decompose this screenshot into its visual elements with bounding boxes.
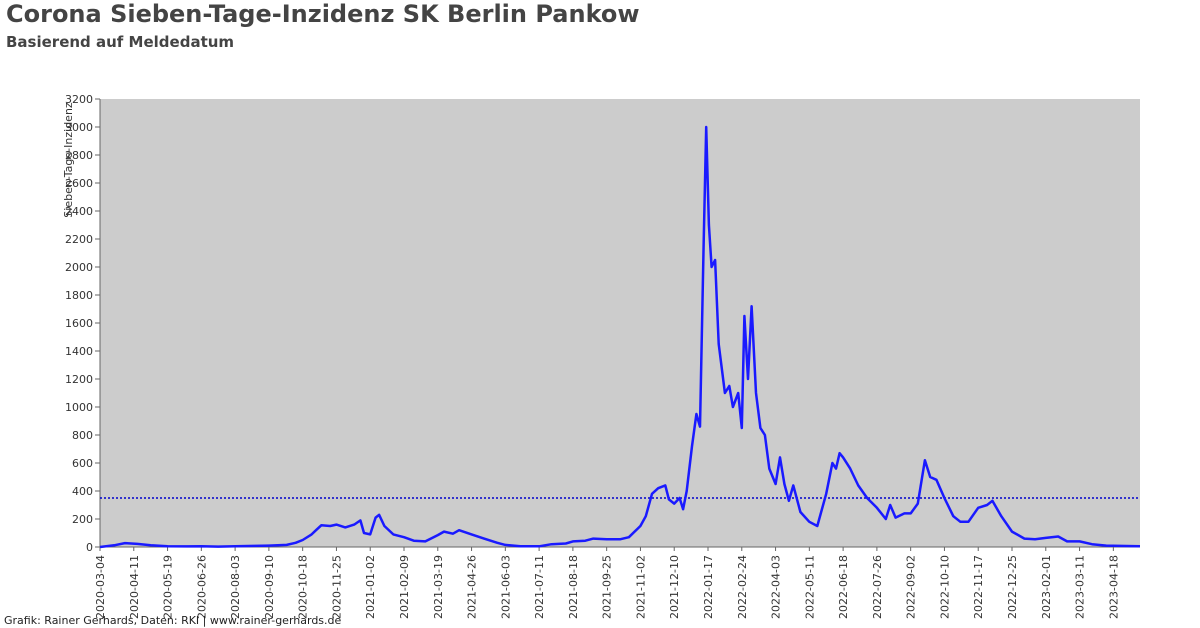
x-tick-label: 2022-05-11 [803, 555, 816, 619]
credit-footer: Grafik: Rainer Gerhards, Daten: RKI | ww… [4, 614, 342, 627]
x-tick-label: 2023-02-01 [1040, 555, 1053, 619]
x-tick-label: 2021-02-09 [398, 555, 411, 619]
x-tick-label: 2023-03-11 [1074, 555, 1087, 619]
x-tick-label: 2020-08-03 [229, 555, 242, 619]
y-axis: 0 200 400 600 800 1000 1200 1400 1600 1800 2000 220… [65, 93, 101, 554]
y-tick-label: 3000 [65, 121, 93, 134]
x-tick-label: 2022-09-02 [905, 555, 918, 619]
x-tick-label: 2021-06-03 [499, 555, 512, 619]
y-tick-label: 3200 [65, 93, 93, 106]
y-tick-label: 2800 [65, 149, 93, 162]
x-tick-label: 2022-04-03 [770, 555, 783, 619]
x-tick-label: 2020-10-18 [297, 555, 310, 619]
x-tick-label: 2021-07-11 [533, 555, 546, 619]
x-tick-label: 2021-08-18 [567, 555, 580, 619]
chart-title: Corona Sieben-Tage-Inzidenz SK Berlin Pa… [6, 0, 640, 28]
x-tick-label: 2021-09-25 [601, 555, 614, 619]
x-tick-label: 2021-12-10 [668, 555, 681, 619]
x-tick-label: 2021-04-26 [466, 555, 479, 619]
y-tick-label: 2200 [65, 233, 93, 246]
plot-area [100, 99, 1140, 547]
y-tick-label: 0 [86, 541, 93, 554]
x-tick-label: 2020-06-26 [195, 555, 208, 619]
x-tick-label: 2021-01-02 [364, 555, 377, 619]
x-tick-label: 2021-11-02 [634, 555, 647, 619]
y-tick-label: 1400 [65, 345, 93, 358]
y-tick-label: 200 [72, 513, 93, 526]
y-tick-label: 600 [72, 457, 93, 470]
x-tick-label: 2022-02-24 [736, 555, 749, 619]
x-tick-label: 2022-12-25 [1006, 555, 1019, 619]
y-tick-label: 1200 [65, 373, 93, 386]
x-tick-label: 2020-11-25 [330, 555, 343, 619]
y-tick-label: 2000 [65, 261, 93, 274]
y-tick-label: 800 [72, 429, 93, 442]
y-tick-label: 1000 [65, 401, 93, 414]
x-tick-label: 2021-03-19 [432, 555, 445, 619]
y-tick-label: 1800 [65, 289, 93, 302]
x-tick-label: 2022-11-17 [972, 555, 985, 619]
y-tick-label: 400 [72, 485, 93, 498]
x-tick-label: 2020-04-11 [128, 555, 141, 619]
x-tick-label: 2020-05-19 [162, 555, 175, 619]
x-tick-label: 2022-10-10 [938, 555, 951, 619]
x-tick-label: 2020-03-04 [94, 555, 107, 619]
y-tick-label: 2600 [65, 177, 93, 190]
y-tick-label: 1600 [65, 317, 93, 330]
x-tick-label: 2020-09-10 [263, 555, 276, 619]
chart-subtitle: Basierend auf Meldedatum [6, 33, 235, 51]
x-tick-label: 2023-04-18 [1107, 555, 1120, 619]
y-axis-label: Sieben-Tage-Inzidenz [62, 102, 75, 218]
x-tick-label: 2022-06-18 [837, 555, 850, 619]
x-tick-label: 2022-01-17 [702, 555, 715, 619]
x-axis: 2020-03-04 2020-04-11 2020-05-19 2020-06-26… [94, 546, 1140, 619]
series-line [99, 125, 1141, 549]
y-tick-label: 2400 [65, 205, 93, 218]
x-tick-label: 2022-07-26 [871, 555, 884, 619]
